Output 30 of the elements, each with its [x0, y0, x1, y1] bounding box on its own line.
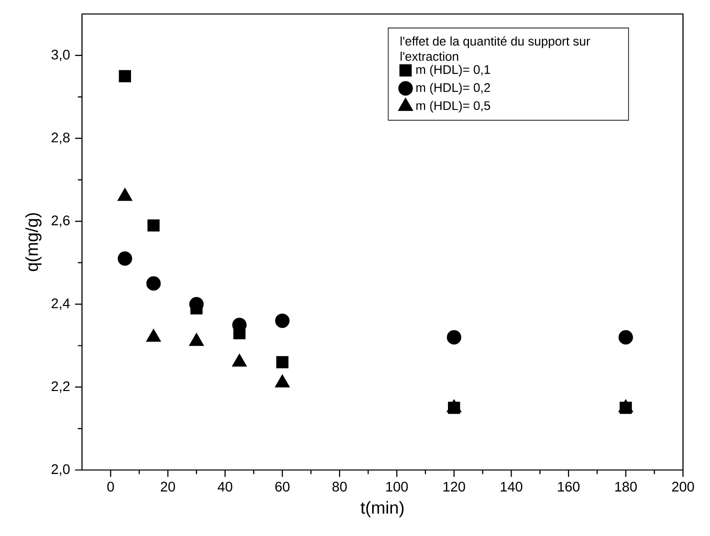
- x-tick-label: 160: [558, 482, 580, 492]
- point: [618, 330, 633, 345]
- x-tick-label: 120: [444, 482, 466, 492]
- y-tick-label: 2,2: [52, 381, 70, 393]
- y-tick-label: 2,8: [52, 132, 70, 144]
- point: [275, 314, 290, 328]
- legend-label: m (HDL)= 0,2: [416, 82, 490, 94]
- y-tick-label: 3,0: [51, 50, 70, 62]
- x-tick-label: 80: [332, 482, 347, 492]
- x-tick-label: 100: [386, 482, 408, 492]
- point: [146, 276, 161, 291]
- point: [118, 70, 132, 82]
- y-tick-label: 2,0: [52, 464, 70, 476]
- x-tick-label: 140: [500, 482, 522, 492]
- y-tick-label: 2,6: [52, 216, 70, 227]
- y-axis-title: q(mg/g): [25, 213, 42, 272]
- point: [118, 251, 132, 266]
- legend-label: m (HDL)= 0,1: [416, 64, 490, 76]
- x-tick-label: 20: [160, 482, 176, 492]
- x-tick-label: 40: [218, 482, 232, 492]
- y-tick-label: 2,4: [52, 298, 70, 310]
- legend-label: m (HDL)= 0,5: [416, 100, 490, 112]
- x-axis-title: t(min): [360, 501, 404, 518]
- x-tick-label: 60: [275, 482, 290, 492]
- point: [147, 219, 160, 232]
- point: [276, 356, 288, 368]
- x-tick-label: 0: [107, 482, 114, 492]
- x-tick-label: 180: [615, 482, 637, 492]
- x-tick-label: 200: [672, 482, 694, 492]
- point: [446, 330, 462, 345]
